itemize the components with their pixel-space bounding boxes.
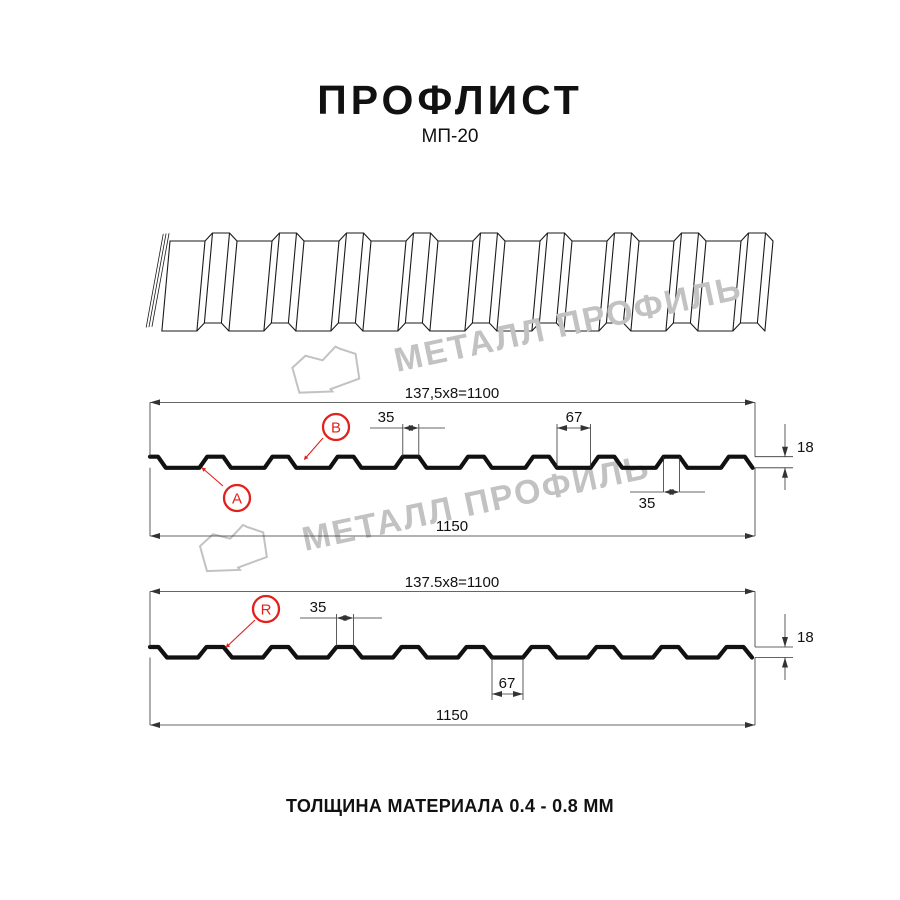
svg-text:МЕТАЛЛ ПРОФИЛЬ: МЕТАЛЛ ПРОФИЛЬ bbox=[299, 448, 654, 559]
svg-text:67: 67 bbox=[499, 675, 516, 692]
svg-text:A: A bbox=[232, 491, 242, 508]
svg-text:137.5x8=1100: 137.5x8=1100 bbox=[405, 574, 499, 591]
svg-text:1150: 1150 bbox=[436, 518, 468, 535]
svg-text:67: 67 bbox=[566, 409, 583, 426]
svg-text:35: 35 bbox=[639, 495, 656, 512]
svg-text:137,5x8=1100: 137,5x8=1100 bbox=[405, 385, 499, 402]
svg-text:18: 18 bbox=[797, 629, 814, 646]
svg-text:B: B bbox=[331, 420, 341, 437]
svg-text:35: 35 bbox=[310, 599, 327, 616]
svg-text:18: 18 bbox=[797, 439, 814, 456]
svg-text:35: 35 bbox=[378, 409, 395, 426]
svg-text:1150: 1150 bbox=[436, 707, 468, 724]
svg-text:R: R bbox=[261, 602, 272, 619]
